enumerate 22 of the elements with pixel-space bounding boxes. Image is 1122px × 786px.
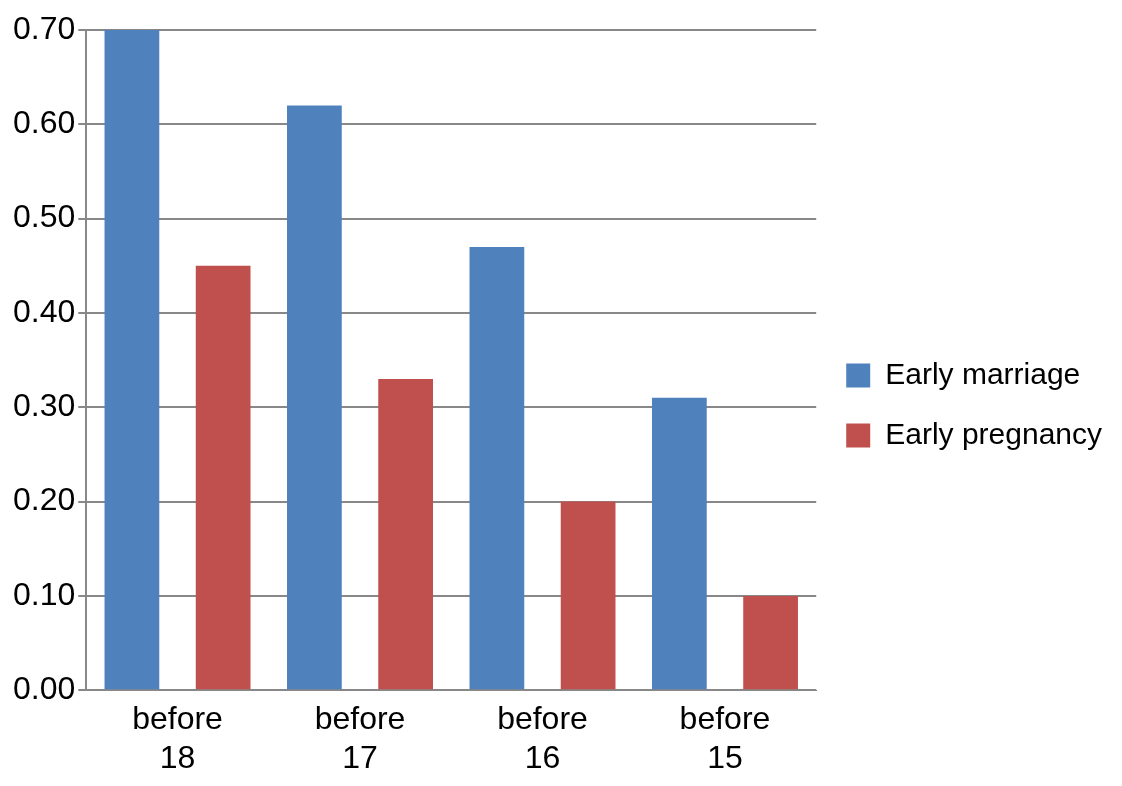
y-tick-label: 0.30 <box>13 387 76 424</box>
bar <box>104 30 160 690</box>
bar <box>560 501 616 690</box>
x-tick-label: before 15 <box>679 700 771 775</box>
x-tick-label: before 18 <box>132 700 223 775</box>
y-tick-label: 0.70 <box>13 9 76 46</box>
x-tick-label: before 16 <box>497 700 588 775</box>
y-tick-label: 0.00 <box>13 670 76 707</box>
bar <box>469 246 525 690</box>
y-tick-label: 0.60 <box>13 104 76 141</box>
bar <box>378 378 433 690</box>
legend-label: Early marriage <box>885 356 1081 390</box>
y-tick-label: 0.20 <box>13 481 76 518</box>
bar <box>195 265 251 690</box>
legend-label: Early pregnancy <box>885 416 1103 450</box>
y-tick-label: 0.40 <box>13 292 76 329</box>
y-tick-label: 0.50 <box>13 198 76 235</box>
bar <box>743 595 798 690</box>
y-tick-label: 0.10 <box>13 575 76 612</box>
bar <box>651 397 707 690</box>
bar <box>287 105 342 690</box>
x-tick-label: before 17 <box>314 700 406 775</box>
